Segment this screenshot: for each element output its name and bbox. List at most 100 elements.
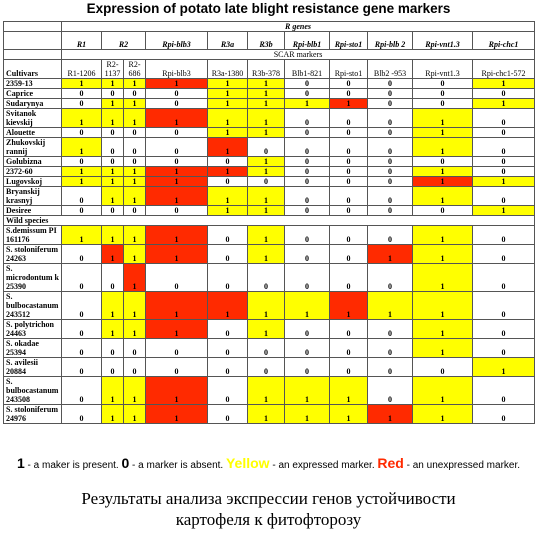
cell: 1 [247, 78, 285, 89]
cell: 0 [284, 319, 330, 339]
cell: 0 [329, 88, 368, 99]
row-label: Alouette [3, 127, 62, 138]
cell: 0 [123, 127, 146, 138]
cell: 0 [329, 338, 368, 358]
cell: 1 [247, 127, 285, 138]
cell: 0 [329, 137, 368, 157]
cell: 0 [471, 338, 536, 358]
row: Bryanskij krasnyj 0 1 1 1 1 1 0 0 0 1 0 [3, 186, 536, 206]
cell: 1 [101, 108, 124, 128]
cell: 0 [471, 225, 536, 245]
cell: 1 [329, 404, 368, 424]
cell: 0 [367, 186, 413, 206]
cell: 1 [412, 225, 473, 245]
row-label: Golubizna [3, 156, 62, 167]
marker-header: Rpi-sto1 [329, 59, 368, 79]
title: Expression of potato late blight resista… [86, 1, 451, 16]
cell: 0 [329, 186, 368, 206]
cell: 0 [207, 225, 248, 245]
cell: 0 [101, 137, 124, 157]
cell: 0 [284, 205, 330, 216]
cell: 0 [123, 137, 146, 157]
corner-cell [3, 49, 62, 60]
cell: 1 [61, 108, 102, 128]
cell: 0 [329, 319, 368, 339]
cell: 0 [284, 127, 330, 138]
row-label: Lugovskoj [3, 176, 62, 187]
cell: 0 [207, 244, 248, 264]
cell: 0 [61, 357, 102, 377]
cell: 0 [471, 319, 536, 339]
cell: 1 [471, 357, 536, 377]
row: Caprice 0 0 0 0 1 1 0 0 0 0 0 [3, 88, 536, 99]
cell: 0 [145, 137, 208, 157]
cell: 1 [123, 225, 146, 245]
cell: 1 [123, 291, 146, 320]
cell: 0 [284, 108, 330, 128]
row: Golubizna 0 0 0 0 0 1 0 0 0 0 0 [3, 156, 536, 167]
cell: 0 [284, 186, 330, 206]
cell: 1 [207, 205, 248, 216]
cell: 0 [145, 263, 208, 292]
cell: 0 [471, 263, 536, 292]
cell: 1 [101, 225, 124, 245]
cell: 1 [247, 225, 285, 245]
caption-line: Результаты анализа экспрессии генов усто… [81, 489, 456, 508]
group-header: R genes [60, 21, 536, 32]
cell: 1 [247, 404, 285, 424]
legend-text: - an unexpressed marker. [403, 460, 521, 471]
cell: 0 [284, 137, 330, 157]
cell: 1 [145, 376, 208, 405]
cell: 1 [329, 98, 368, 109]
cell: 1 [61, 166, 102, 177]
cell: 1 [61, 137, 102, 157]
marker-header: Rpi-chc1-572 [471, 59, 536, 79]
cell: 0 [207, 319, 248, 339]
cell: 1 [412, 186, 473, 206]
cell: 0 [61, 263, 102, 292]
gene-header: Rpi-blb3 [145, 31, 208, 50]
cell: 0 [61, 319, 102, 339]
row: Alouette 0 0 0 0 1 1 0 0 0 1 0 [3, 127, 536, 138]
gene-header: Rpi-blb1 [284, 31, 330, 50]
cell: 0 [123, 338, 146, 358]
gene-header: R2 [101, 31, 146, 50]
cell: 1 [412, 108, 473, 128]
cell: 0 [471, 88, 536, 99]
row: Sudarynya 0 1 1 0 1 1 1 1 0 0 1 [3, 98, 536, 109]
row-label: S. polytrichon 24463 [3, 319, 62, 339]
cell: 1 [284, 404, 330, 424]
cell: 0 [367, 137, 413, 157]
cell: 1 [471, 98, 536, 109]
cell: 0 [471, 291, 536, 320]
row: Desiree 0 0 0 0 1 1 0 0 0 0 1 [3, 205, 536, 216]
legend-text: - an expressed marker. [269, 460, 378, 471]
cell: 0 [61, 156, 102, 167]
cell: 1 [123, 404, 146, 424]
cell: 1 [123, 166, 146, 177]
row-label: S. avilesii 20884 [3, 357, 62, 377]
cell: 0 [101, 263, 124, 292]
cell: 0 [123, 205, 146, 216]
row: S.demissum PI 161176 1 1 1 1 0 1 0 0 0 1 0 [3, 225, 536, 245]
cell: 0 [61, 291, 102, 320]
marker-header: Rpi-blb3 [145, 59, 208, 79]
cell: 0 [101, 88, 124, 99]
cell: 0 [61, 186, 102, 206]
row: 2359-13 1 1 1 1 1 1 0 0 0 0 1 [3, 78, 536, 89]
cell: 1 [123, 263, 146, 292]
cell: 1 [247, 156, 285, 167]
cell: 0 [471, 137, 536, 157]
cell: 0 [145, 156, 208, 167]
corner-cell [3, 31, 62, 50]
cell: 0 [207, 263, 248, 292]
marker-header: R2-1137 [101, 59, 124, 79]
cell: 1 [412, 263, 473, 292]
cell: 0 [471, 376, 536, 405]
cell: 1 [367, 244, 413, 264]
cell: 0 [329, 205, 368, 216]
cell: 0 [329, 156, 368, 167]
row: Svitanok kievskij 1 1 1 1 1 1 0 0 0 1 0 [3, 108, 536, 128]
cell: 1 [61, 78, 102, 89]
cell: 0 [61, 127, 102, 138]
